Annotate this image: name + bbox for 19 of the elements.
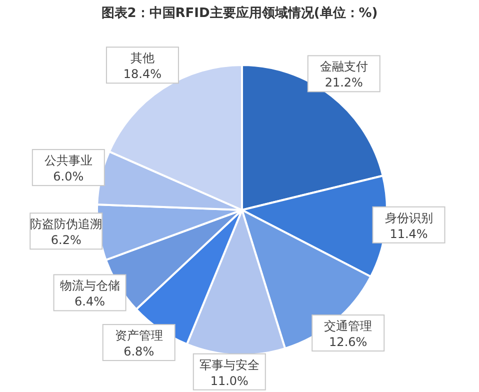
data-label: 11.0% bbox=[210, 374, 248, 388]
data-label: 18.4% bbox=[123, 67, 162, 82]
data-label: 11.4% bbox=[390, 226, 428, 241]
slice-label: 其他 bbox=[130, 51, 154, 66]
data-label: 6.8% bbox=[124, 344, 154, 359]
data-label: 6.2% bbox=[50, 233, 82, 248]
data-label: 21.2% bbox=[324, 76, 363, 90]
data-label: 12.6% bbox=[329, 335, 368, 350]
slice-label: 公共事业 bbox=[44, 154, 92, 168]
slice-label: 防盗防伪追溯 bbox=[30, 217, 102, 232]
chart-title: 图表2：中国RFID主要应用领域情况(单位：%) bbox=[100, 4, 379, 22]
slice-label: 物流与仓储 bbox=[60, 278, 120, 293]
data-label: 6.0% bbox=[53, 170, 84, 184]
data-label: 6.4% bbox=[74, 294, 106, 309]
slice-label: 金融支付 bbox=[320, 60, 368, 74]
slice-label: 资产管理 bbox=[114, 328, 163, 343]
slice-label: 身份识别 bbox=[384, 210, 433, 225]
slice-label: 交通管理 bbox=[324, 319, 372, 334]
slice-label: 军事与安全 bbox=[199, 358, 260, 372]
